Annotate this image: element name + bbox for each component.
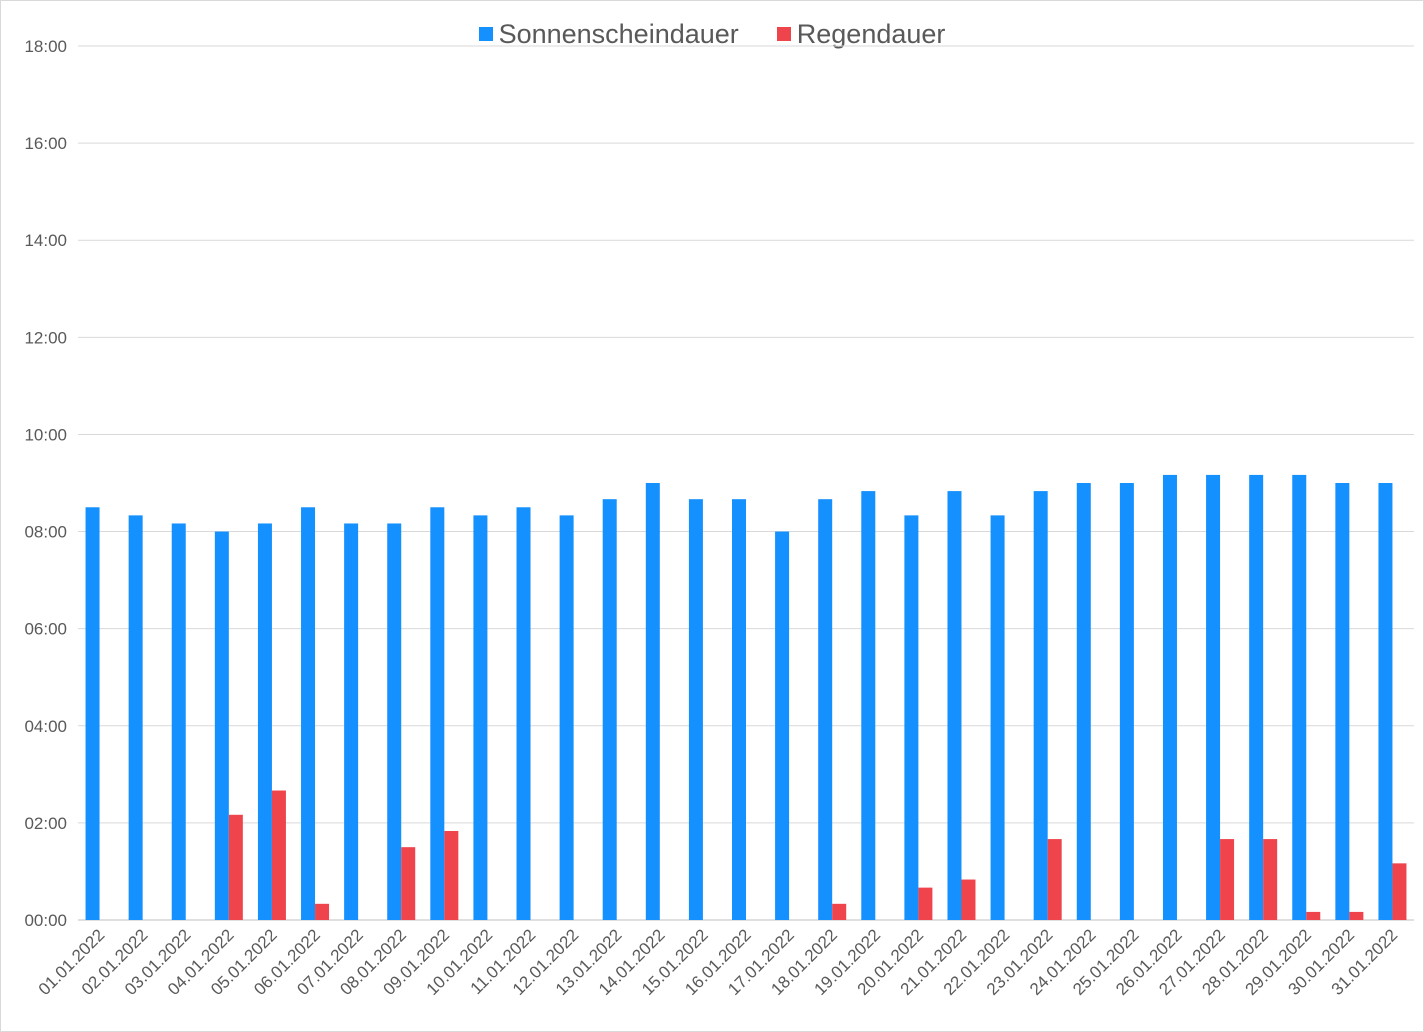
sunshine-bar: [171, 523, 186, 920]
sunshine-bar: [301, 507, 316, 920]
sunshine-bar: [732, 499, 746, 920]
sunshine-bar: [990, 515, 1005, 920]
legend-label-sunshine: Sonnenscheindauer: [498, 19, 739, 49]
sunshine-bar: [344, 523, 359, 920]
legend-swatch-sunshine: [478, 27, 493, 41]
y-tick-label: 12:00: [24, 328, 67, 347]
rain-bar: [401, 847, 416, 920]
sunshine-bar: [85, 507, 100, 920]
sunshine-bar: [257, 523, 272, 920]
rain-bar: [1047, 839, 1062, 920]
legend-swatch-rain: [776, 27, 791, 41]
rain-bar: [1349, 911, 1364, 920]
legend-item-rain: Regendauer: [776, 18, 946, 50]
y-tick-label: 10:00: [24, 425, 67, 444]
rain-bar: [228, 814, 243, 920]
rain-bar: [961, 879, 976, 920]
sunshine-bar: [1119, 483, 1134, 920]
rain-bar: [1392, 863, 1407, 920]
sunshine-bar: [430, 507, 445, 920]
rain-bar: [315, 903, 330, 920]
y-tick-label: 14:00: [24, 231, 67, 250]
sunshine-bar: [775, 531, 790, 920]
sunshine-bar: [1378, 483, 1393, 920]
sunshine-bar: [1206, 474, 1221, 920]
sunshine-bar: [602, 499, 617, 920]
sunshine-bar: [214, 531, 229, 920]
y-tick-label: 16:00: [24, 134, 67, 153]
sunshine-bar: [1033, 491, 1048, 920]
y-tick-label: 04:00: [24, 717, 67, 736]
legend: Sonnenscheindauer Regendauer: [0, 18, 1424, 50]
rain-bar: [1220, 839, 1235, 920]
sunshine-bar: [473, 515, 488, 920]
y-tick-label: 06:00: [24, 620, 67, 639]
sunshine-bar: [904, 515, 919, 920]
sunshine-bar: [387, 523, 402, 920]
sunshine-bar: [128, 515, 143, 920]
sunshine-bar: [861, 491, 876, 920]
rain-bar: [271, 790, 286, 920]
sunshine-bar: [1292, 474, 1307, 920]
y-tick-label: 08:00: [24, 523, 67, 542]
sunshine-bar: [1076, 483, 1091, 920]
y-tick-label: 18:00: [24, 37, 67, 56]
sunshine-bar: [688, 499, 703, 920]
rain-bar: [1306, 911, 1321, 920]
legend-item-sunshine: Sonnenscheindauer: [478, 18, 739, 50]
sunshine-bar: [1162, 474, 1177, 920]
sunshine-bar: [559, 515, 574, 920]
rain-bar: [444, 830, 459, 920]
legend-label-rain: Regendauer: [796, 19, 946, 49]
y-tick-label: 02:00: [24, 814, 67, 833]
rain-bar: [832, 903, 847, 920]
sunshine-bar: [818, 499, 833, 920]
sunshine-bar: [1335, 483, 1350, 920]
sunshine-bar: [516, 507, 531, 920]
y-tick-label: 00:00: [24, 911, 67, 930]
sunshine-bar: [947, 491, 962, 920]
rain-bar: [1263, 839, 1278, 920]
sunshine-bar: [645, 483, 660, 920]
sunshine-bar: [1249, 474, 1264, 920]
rain-bar: [918, 887, 933, 920]
